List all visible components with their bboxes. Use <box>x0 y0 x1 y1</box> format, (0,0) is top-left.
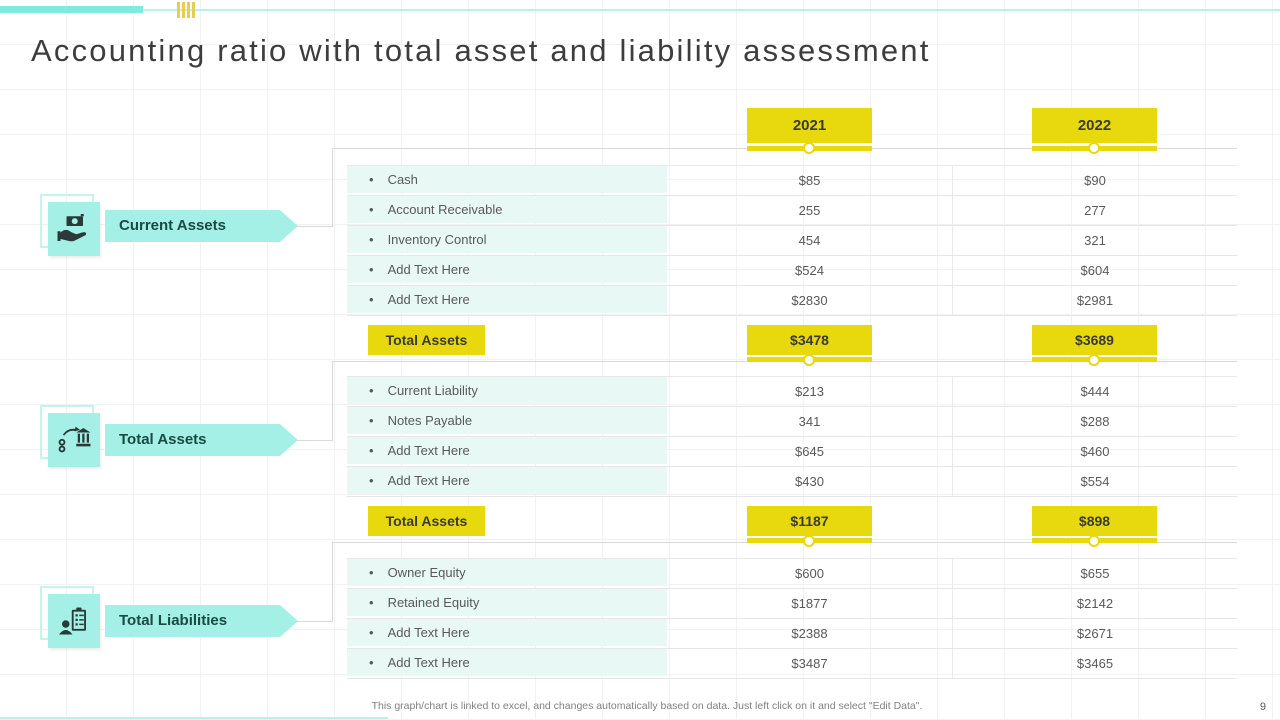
connector-line <box>332 542 333 622</box>
value-2021: 454 <box>798 233 821 248</box>
row-label: Add Text Here <box>369 625 470 640</box>
value-2022: $655 <box>952 559 1237 588</box>
year-header-2022: 2022 <box>1032 108 1157 143</box>
table-row: Add Text Here $645 $460 <box>347 437 1237 467</box>
value-2022: $2671 <box>952 619 1237 648</box>
row-label: Notes Payable <box>369 413 473 428</box>
value-2021: $85 <box>798 173 821 188</box>
total-value-2021: $3478 <box>747 325 872 355</box>
group-label-current-assets: Current Assets <box>105 210 298 242</box>
value-2021: $430 <box>795 474 824 489</box>
value-2021: $600 <box>795 566 824 581</box>
row-label: Current Liability <box>369 383 478 398</box>
group-label-total-liabilities: Total Liabilities <box>105 605 298 637</box>
table-row: Add Text Here $2388 $2671 <box>347 619 1237 649</box>
table-row: Owner Equity $600 $655 <box>347 559 1237 589</box>
table-section-total-assets: Current Liability $213 $444 Notes Payabl… <box>347 376 1237 497</box>
value-2022: $460 <box>952 437 1237 466</box>
table-row: Add Text Here $3487 $3465 <box>347 649 1237 679</box>
value-2021: 341 <box>798 414 821 429</box>
value-2022: $2142 <box>952 589 1237 618</box>
row-label: Account Receivable <box>369 202 503 217</box>
value-2022: $3465 <box>952 649 1237 678</box>
row-label: Add Text Here <box>369 473 470 488</box>
year-header-2021: 2021 <box>747 108 872 143</box>
timeline-node <box>1088 535 1100 547</box>
row-label: Add Text Here <box>369 655 470 670</box>
value-2021: $213 <box>795 384 824 399</box>
value-2021: $645 <box>795 444 824 459</box>
table-section-current-assets: Cash $85 $90 Account Receivable 255 277 … <box>347 165 1237 316</box>
hand-holding-cash-icon <box>48 202 100 256</box>
total-label-badge: Total Assets <box>368 506 485 536</box>
row-label: Add Text Here <box>369 292 470 307</box>
table-row: Current Liability $213 $444 <box>347 377 1237 407</box>
timeline-node <box>803 354 815 366</box>
table-row: Cash $85 $90 <box>347 166 1237 196</box>
coins-to-bank-icon <box>48 413 100 467</box>
total-label-badge: Total Assets <box>368 325 485 355</box>
value-2022: 321 <box>952 226 1237 255</box>
bottom-accent-line <box>0 717 388 719</box>
connector-line <box>297 621 333 622</box>
table-row: Add Text Here $430 $554 <box>347 467 1237 497</box>
total-value-2022: $898 <box>1032 506 1157 536</box>
table-row: Add Text Here $2830 $2981 <box>347 286 1237 316</box>
footer-note: This graph/chart is linked to excel, and… <box>371 700 923 712</box>
row-label: Retained Equity <box>369 595 480 610</box>
value-2021: $2388 <box>791 626 828 641</box>
connector-line <box>332 148 333 227</box>
timeline-node <box>803 535 815 547</box>
connector-line <box>297 226 333 227</box>
top-accent-line <box>0 9 1280 11</box>
top-ticks-icon <box>177 2 197 18</box>
page-number: 9 <box>1259 701 1266 713</box>
person-clipboard-icon <box>48 594 100 648</box>
page-title: Accounting ratio with total asset and li… <box>31 33 931 68</box>
timeline-node <box>1088 354 1100 366</box>
row-label: Add Text Here <box>369 443 470 458</box>
top-accent-bar <box>0 6 143 13</box>
connector-line <box>332 361 333 441</box>
connector-line <box>297 440 333 441</box>
table-row: Notes Payable 341 $288 <box>347 407 1237 437</box>
row-label: Inventory Control <box>369 232 487 247</box>
timeline-node <box>1088 142 1100 154</box>
value-2021: $1877 <box>791 596 828 611</box>
value-2022: 277 <box>952 196 1237 225</box>
table-row: Add Text Here $524 $604 <box>347 256 1237 286</box>
value-2022: $444 <box>952 377 1237 406</box>
value-2021: $524 <box>795 263 824 278</box>
group-label-total-assets: Total Assets <box>105 424 298 456</box>
value-2022: $90 <box>952 166 1237 195</box>
total-value-2021: $1187 <box>747 506 872 536</box>
value-2021: $2830 <box>791 293 828 308</box>
value-2022: $604 <box>952 256 1237 285</box>
value-2021: $3487 <box>791 656 828 671</box>
row-label: Cash <box>369 172 418 187</box>
value-2022: $554 <box>952 467 1237 496</box>
total-value-2022: $3689 <box>1032 325 1157 355</box>
timeline-node <box>803 142 815 154</box>
table-section-total-liabilities: Owner Equity $600 $655 Retained Equity $… <box>347 558 1237 679</box>
table-row: Account Receivable 255 277 <box>347 196 1237 226</box>
value-2022: $288 <box>952 407 1237 436</box>
value-2021: 255 <box>798 203 821 218</box>
row-label: Add Text Here <box>369 262 470 277</box>
row-label: Owner Equity <box>369 565 466 580</box>
value-2022: $2981 <box>952 286 1237 315</box>
table-row: Retained Equity $1877 $2142 <box>347 589 1237 619</box>
table-row: Inventory Control 454 321 <box>347 226 1237 256</box>
